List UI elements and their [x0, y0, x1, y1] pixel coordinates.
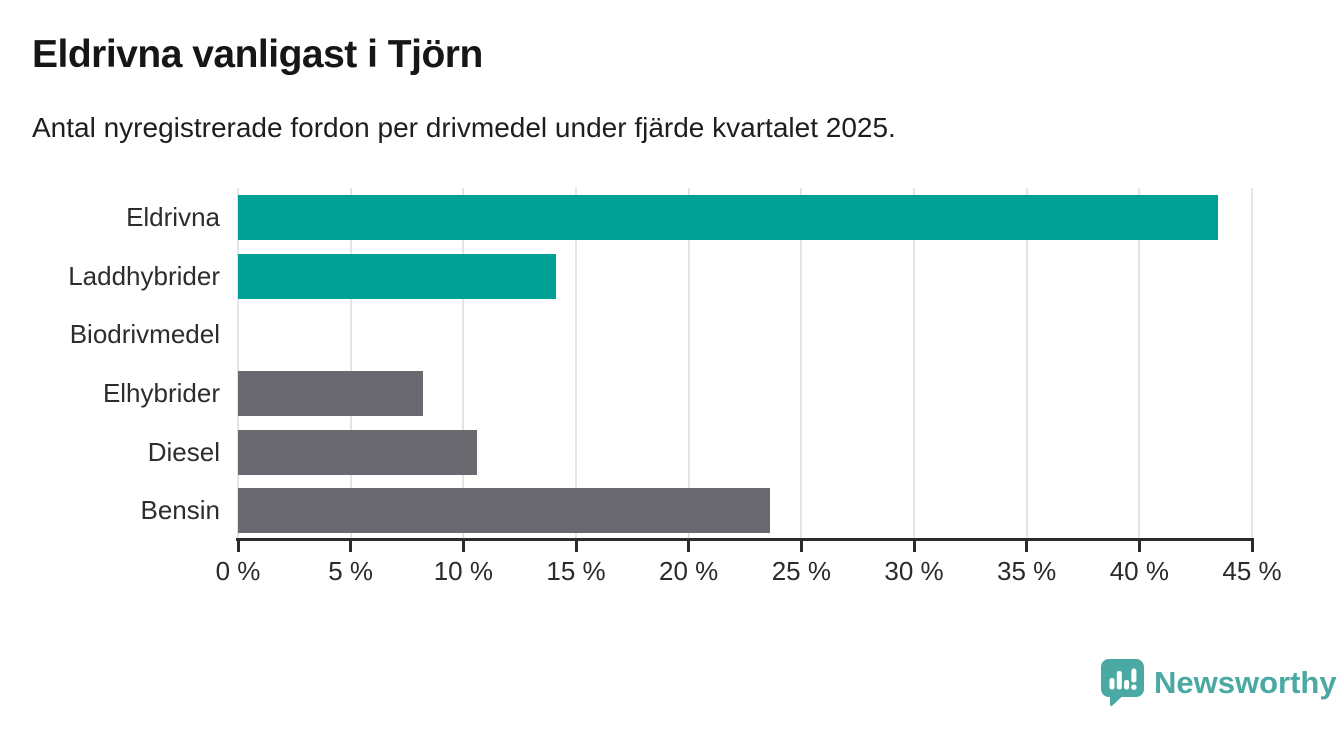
x-tick-45	[1250, 541, 1254, 552]
x-tick-label-45: 45 %	[1222, 556, 1282, 586]
x-tick-label-5: 5 %	[328, 556, 374, 586]
bars-layer	[238, 188, 1252, 540]
bar-bensin	[238, 488, 770, 534]
x-tick-label-30: 30 %	[884, 556, 944, 586]
category-label-biodrivmedel: Biodrivmedel	[69, 319, 220, 350]
x-tick-label-40: 40 %	[1109, 556, 1169, 586]
gridline-20	[687, 188, 690, 540]
bar-row-eldrivna	[238, 188, 1252, 247]
gridline-10	[462, 188, 465, 540]
category-label-eldrivna: Eldrivna	[126, 201, 220, 232]
chart-title: Eldrivna vanligast i Tjörn	[32, 33, 483, 76]
gridline-15	[575, 188, 577, 540]
bar-row-biodrivmedel	[238, 305, 1252, 364]
x-tick-label-15: 15 %	[546, 556, 606, 586]
x-tick-15	[574, 541, 578, 552]
bar-row-laddhybrider	[238, 247, 1252, 306]
x-axis-ticks	[236, 541, 1254, 552]
x-tick-label-25: 25 %	[771, 556, 831, 586]
gridline-25	[800, 188, 803, 540]
x-tick-5	[349, 541, 353, 552]
bar-elhybrider	[238, 370, 423, 416]
gridline-5	[349, 188, 352, 540]
gridline-35	[1025, 188, 1028, 540]
bar-row-bensin	[238, 481, 1252, 540]
gridline-30	[913, 188, 915, 540]
bar-laddhybrider	[238, 253, 556, 299]
chart-subtitle: Antal nyregistrerade fordon per drivmede…	[32, 112, 896, 143]
newsworthy-pin-bar-chart-icon	[1100, 658, 1145, 707]
brand-name: Newsworthy	[1154, 664, 1337, 700]
x-tick-label-0: 0 %	[215, 556, 261, 586]
bar-row-diesel	[238, 423, 1252, 482]
gridline-40	[1138, 188, 1141, 540]
bar-row-elhybrider	[238, 364, 1252, 423]
x-tick-25	[799, 541, 803, 552]
x-tick-0	[236, 541, 240, 552]
category-label-elhybrider: Elhybrider	[102, 377, 220, 408]
x-tick-40	[1137, 541, 1141, 552]
x-axis-line	[236, 538, 1254, 541]
x-axis-tick-labels: 0 % 5 % 10 % 15 % 20 % 25 % 30 % 35 % 40 % 45 %	[216, 556, 1282, 588]
plot-area	[237, 188, 1253, 540]
x-tick-20	[687, 541, 691, 552]
x-tick-label-35: 35 %	[997, 556, 1057, 586]
x-tick-10	[461, 541, 465, 552]
category-label-laddhybrider: Laddhybrider	[68, 260, 220, 291]
gridline-0	[237, 188, 239, 540]
x-tick-label-20: 20 %	[659, 556, 719, 586]
x-tick-label-10: 10 %	[433, 556, 493, 586]
category-label-diesel: Diesel	[147, 436, 220, 467]
category-label-bensin: Bensin	[140, 495, 221, 526]
x-tick-35	[1025, 541, 1029, 552]
bar-diesel	[238, 429, 477, 475]
gridline-45	[1251, 188, 1253, 540]
x-tick-30	[912, 541, 916, 552]
y-axis-category-labels: Eldrivna Laddhybrider Biodrivmedel Elhybrid…	[0, 188, 220, 540]
bar-eldrivna	[238, 194, 1219, 240]
brand-footer: Newsworthy	[1100, 658, 1337, 707]
